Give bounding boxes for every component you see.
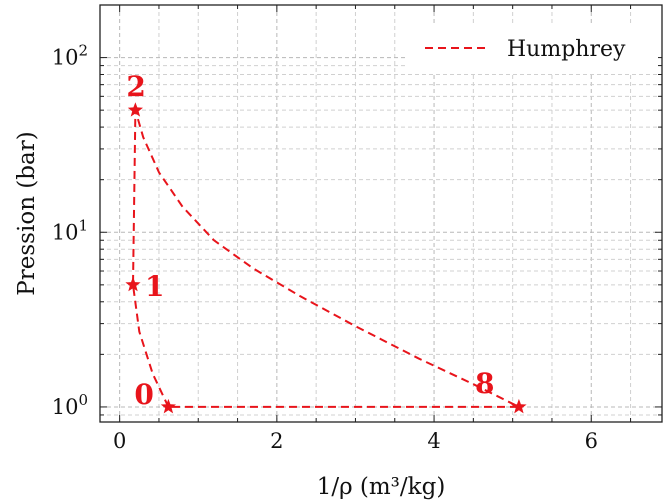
plot-frame — [99, 4, 663, 423]
y-tick-label: 102 — [52, 42, 88, 70]
legend-label: Humphrey — [507, 37, 626, 62]
x-axis-label: 1/ρ (m³/kg) — [317, 474, 446, 500]
point-label-2: 2 — [126, 70, 145, 103]
point-label-1: 1 — [145, 270, 164, 303]
point-marker-2 — [127, 102, 143, 117]
point-marker-1 — [125, 276, 141, 292]
x-tick-label: 2 — [270, 429, 283, 453]
y-tick-label: 100 — [52, 391, 88, 419]
y-tick-label: 101 — [52, 216, 88, 244]
point-marker-0 — [160, 398, 176, 414]
x-tick-label: 6 — [585, 429, 598, 453]
point-marker-8 — [511, 398, 527, 414]
legend-box — [408, 24, 658, 72]
point-label-8: 8 — [475, 367, 494, 400]
legend: Humphrey — [408, 24, 658, 72]
series-line-humphrey — [131, 109, 520, 408]
y-axis-label: Pression (bar) — [14, 131, 40, 295]
x-tick-label: 4 — [427, 429, 440, 453]
x-tick-label: 0 — [113, 429, 126, 453]
plot-area: 0 1 2 8 — [125, 70, 527, 414]
point-label-0: 0 — [134, 378, 153, 411]
